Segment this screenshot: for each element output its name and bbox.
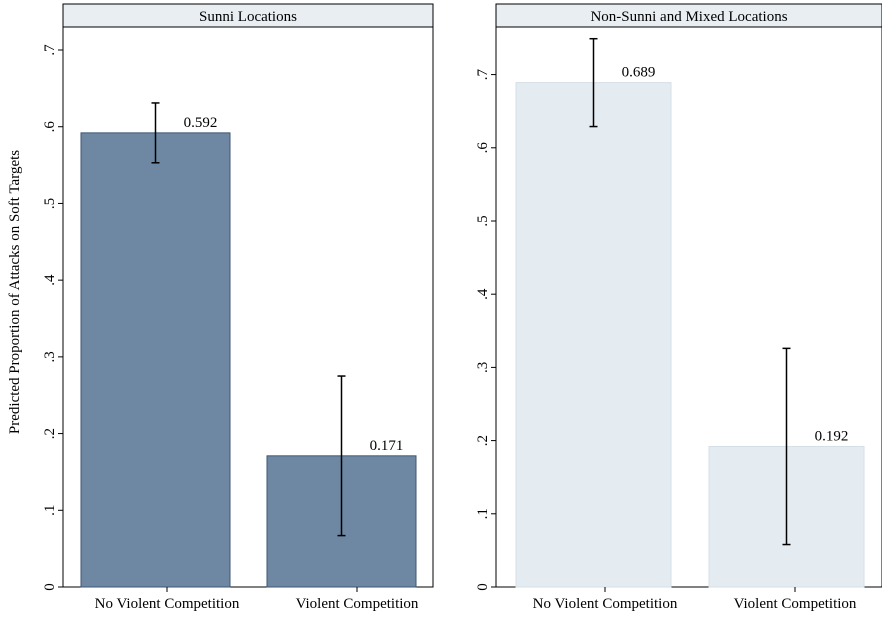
panel-2-y-tick-label: .3 (475, 362, 491, 373)
panel-2-category-label: Violent Competition (734, 596, 857, 612)
panel-1-value-label: 0.171 (370, 438, 404, 454)
panel-2-y-tick-label: 0 (475, 583, 491, 591)
panel-2-y-tick-label: .2 (475, 435, 491, 446)
panel-2-y-tick-label: .5 (475, 215, 491, 226)
panel-1-y-tick-label: .6 (42, 121, 58, 133)
panel-1-title: Sunni Locations (199, 9, 297, 25)
panel-2-value-label: 0.689 (622, 65, 656, 81)
panel-1-y-tick-label: 0 (42, 583, 58, 591)
y-axis-label: Predicted Proportion of Attacks on Soft … (7, 150, 23, 434)
panel-1-plot-frame (62, 26, 434, 588)
panel-1-y-tick-label: .5 (42, 198, 58, 209)
panel-2-category-label: No Violent Competition (533, 596, 678, 612)
panel-1-y-tick-label: .3 (42, 351, 58, 362)
panel-1-value-label: 0.592 (184, 115, 218, 131)
panel-1-y-tick-label: .2 (42, 428, 58, 439)
panel-2-y-tick-label: .4 (475, 288, 491, 300)
panel-1-bar (80, 132, 231, 588)
panel-2-y-tick-label: .7 (475, 68, 491, 80)
panel-2-value-label: 0.192 (815, 428, 849, 444)
panel-1-category-label: No Violent Competition (95, 596, 240, 612)
panel-2-y-tick-label: .6 (475, 142, 491, 154)
panel-2-plot-frame (495, 26, 882, 588)
panel-1-y-tick-label: .7 (42, 44, 58, 56)
panel-1-y-tick-label: .4 (42, 274, 58, 286)
panel-1-category-label: Violent Competition (296, 596, 419, 612)
panel-2-bar (515, 82, 672, 588)
panel-2-y-tick-label: .1 (475, 508, 491, 519)
panel-1-y-tick-label: .1 (42, 505, 58, 516)
panel-2-title: Non-Sunni and Mixed Locations (590, 9, 787, 25)
